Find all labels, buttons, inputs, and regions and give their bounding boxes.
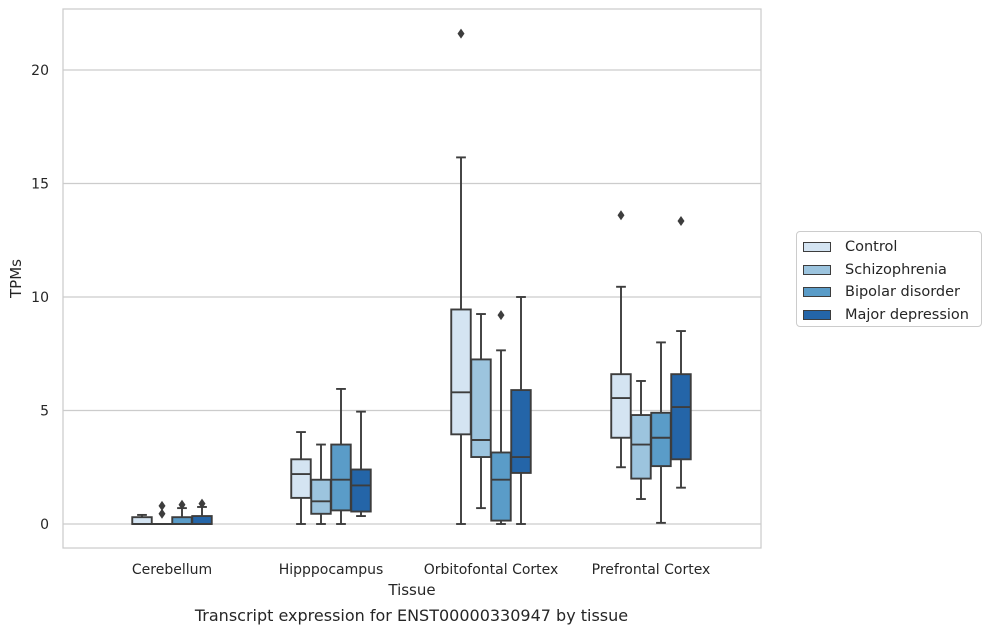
box-body	[290, 458, 312, 499]
box-body	[510, 389, 532, 474]
box-body	[450, 308, 472, 436]
y-tick-label: 15	[31, 177, 49, 193]
box-schizophrenia	[470, 313, 492, 510]
legend: Control Schizophrenia Bipolar disorder M…	[796, 231, 982, 327]
y-tick-label: 10	[31, 290, 49, 306]
box-control	[450, 28, 472, 525]
outlier-point	[198, 498, 206, 509]
legend-swatch	[803, 309, 831, 320]
outlier-point	[457, 28, 465, 39]
box-body	[470, 358, 492, 458]
legend-label: Schizophrenia	[845, 261, 947, 278]
legend-item-schizophrenia: Schizophrenia	[803, 259, 981, 282]
box-control	[610, 210, 632, 469]
legend-swatch	[803, 242, 831, 253]
y-tick-label: 0	[40, 517, 49, 533]
x-tick-label: Cerebellum	[132, 562, 212, 578]
box-control	[290, 431, 312, 525]
plot-frame	[62, 8, 762, 549]
outlier-point	[158, 508, 166, 519]
y-axis-label: TPMs	[7, 259, 25, 299]
box-major-depression	[510, 296, 532, 525]
box-body	[191, 515, 213, 525]
legend-swatch	[803, 287, 831, 298]
legend-item-bipolar-disorder: Bipolar disorder	[803, 281, 981, 304]
tick-labels: 0 5 10 15 20 Cerebellum Hipppocampus Orbitofont…	[31, 63, 710, 578]
figure-caption: Transcript expression for ENST0000033094…	[194, 606, 629, 625]
x-tick-label: Orbitofontal Cortex	[424, 562, 559, 578]
box-body	[171, 516, 193, 525]
legend-label: Major depression	[845, 306, 969, 323]
x-axis-label: Tissue	[387, 581, 435, 599]
box-body	[670, 373, 692, 461]
box-bipolar-disorder	[490, 310, 512, 525]
legend-swatch	[803, 264, 831, 275]
box-schizophrenia	[151, 500, 173, 525]
outlier-point	[677, 215, 685, 226]
x-tick-label: Prefrontal Cortex	[592, 562, 711, 578]
y-tick-label: 5	[40, 404, 49, 420]
box-major-depression	[350, 410, 372, 518]
boxes	[131, 28, 692, 525]
outlier-point	[497, 310, 505, 321]
box-schizophrenia	[310, 443, 332, 525]
box-body	[131, 516, 153, 525]
box-bipolar-disorder	[171, 499, 193, 525]
box-bipolar-disorder	[330, 387, 352, 525]
box-schizophrenia	[630, 380, 652, 500]
legend-label: Bipolar disorder	[845, 284, 960, 301]
box-body	[650, 411, 672, 468]
box-major-depression	[191, 498, 213, 525]
box-control	[131, 513, 153, 525]
box-body	[490, 451, 512, 522]
gridlines	[63, 69, 761, 525]
legend-item-control: Control	[803, 236, 981, 259]
box-body	[330, 443, 352, 512]
box-body	[610, 373, 632, 439]
legend-label: Control	[845, 239, 898, 256]
box-major-depression	[670, 215, 692, 489]
y-tick-label: 20	[31, 63, 49, 79]
outlier-point	[617, 210, 625, 221]
legend-item-major-depression: Major depression	[803, 304, 981, 327]
box-bipolar-disorder	[650, 341, 672, 524]
box-body	[350, 468, 372, 513]
x-tick-label: Hipppocampus	[279, 562, 384, 578]
box-body	[630, 414, 652, 480]
outlier-point	[158, 500, 166, 511]
outlier-point	[178, 499, 186, 510]
box-body	[310, 478, 332, 515]
